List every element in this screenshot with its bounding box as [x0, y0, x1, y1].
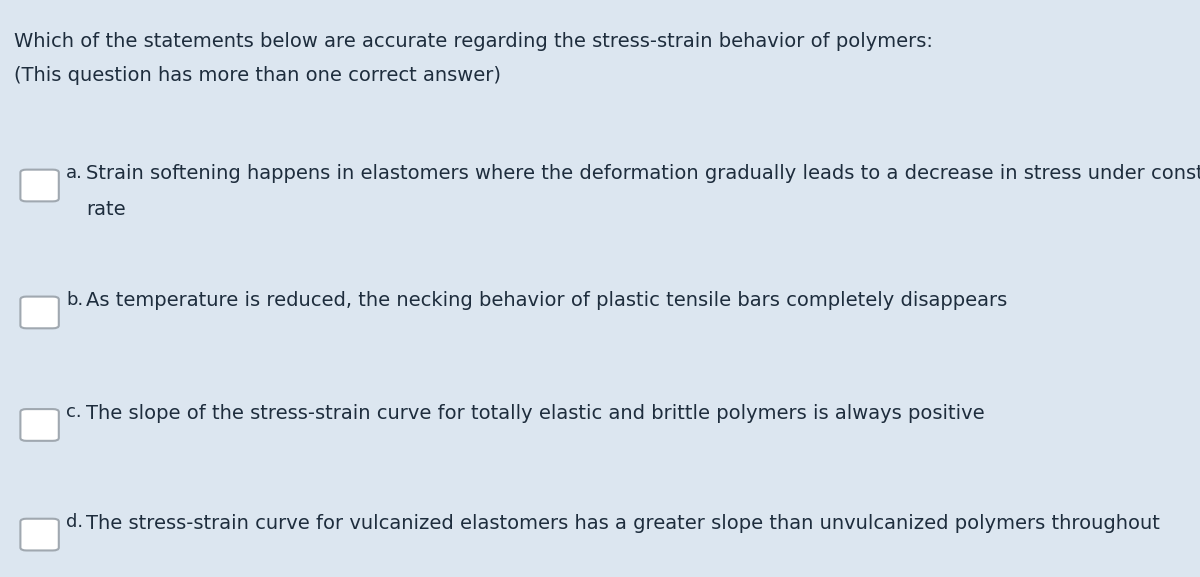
- FancyBboxPatch shape: [20, 519, 59, 550]
- Text: The stress-strain curve for vulcanized elastomers has a greater slope than unvul: The stress-strain curve for vulcanized e…: [86, 514, 1160, 533]
- FancyBboxPatch shape: [20, 297, 59, 328]
- Text: c.: c.: [66, 403, 82, 421]
- Text: a.: a.: [66, 164, 83, 182]
- Text: As temperature is reduced, the necking behavior of plastic tensile bars complete: As temperature is reduced, the necking b…: [86, 291, 1008, 310]
- Text: (This question has more than one correct answer): (This question has more than one correct…: [14, 66, 502, 85]
- Text: d.: d.: [66, 513, 83, 531]
- FancyBboxPatch shape: [20, 170, 59, 201]
- Text: The slope of the stress-strain curve for totally elastic and brittle polymers is: The slope of the stress-strain curve for…: [86, 404, 985, 423]
- Text: b.: b.: [66, 291, 83, 309]
- Text: Strain softening happens in elastomers where the deformation gradually leads to : Strain softening happens in elastomers w…: [86, 164, 1200, 183]
- FancyBboxPatch shape: [20, 409, 59, 441]
- Text: Which of the statements below are accurate regarding the stress-strain behavior : Which of the statements below are accura…: [14, 32, 934, 51]
- Text: rate: rate: [86, 200, 126, 219]
